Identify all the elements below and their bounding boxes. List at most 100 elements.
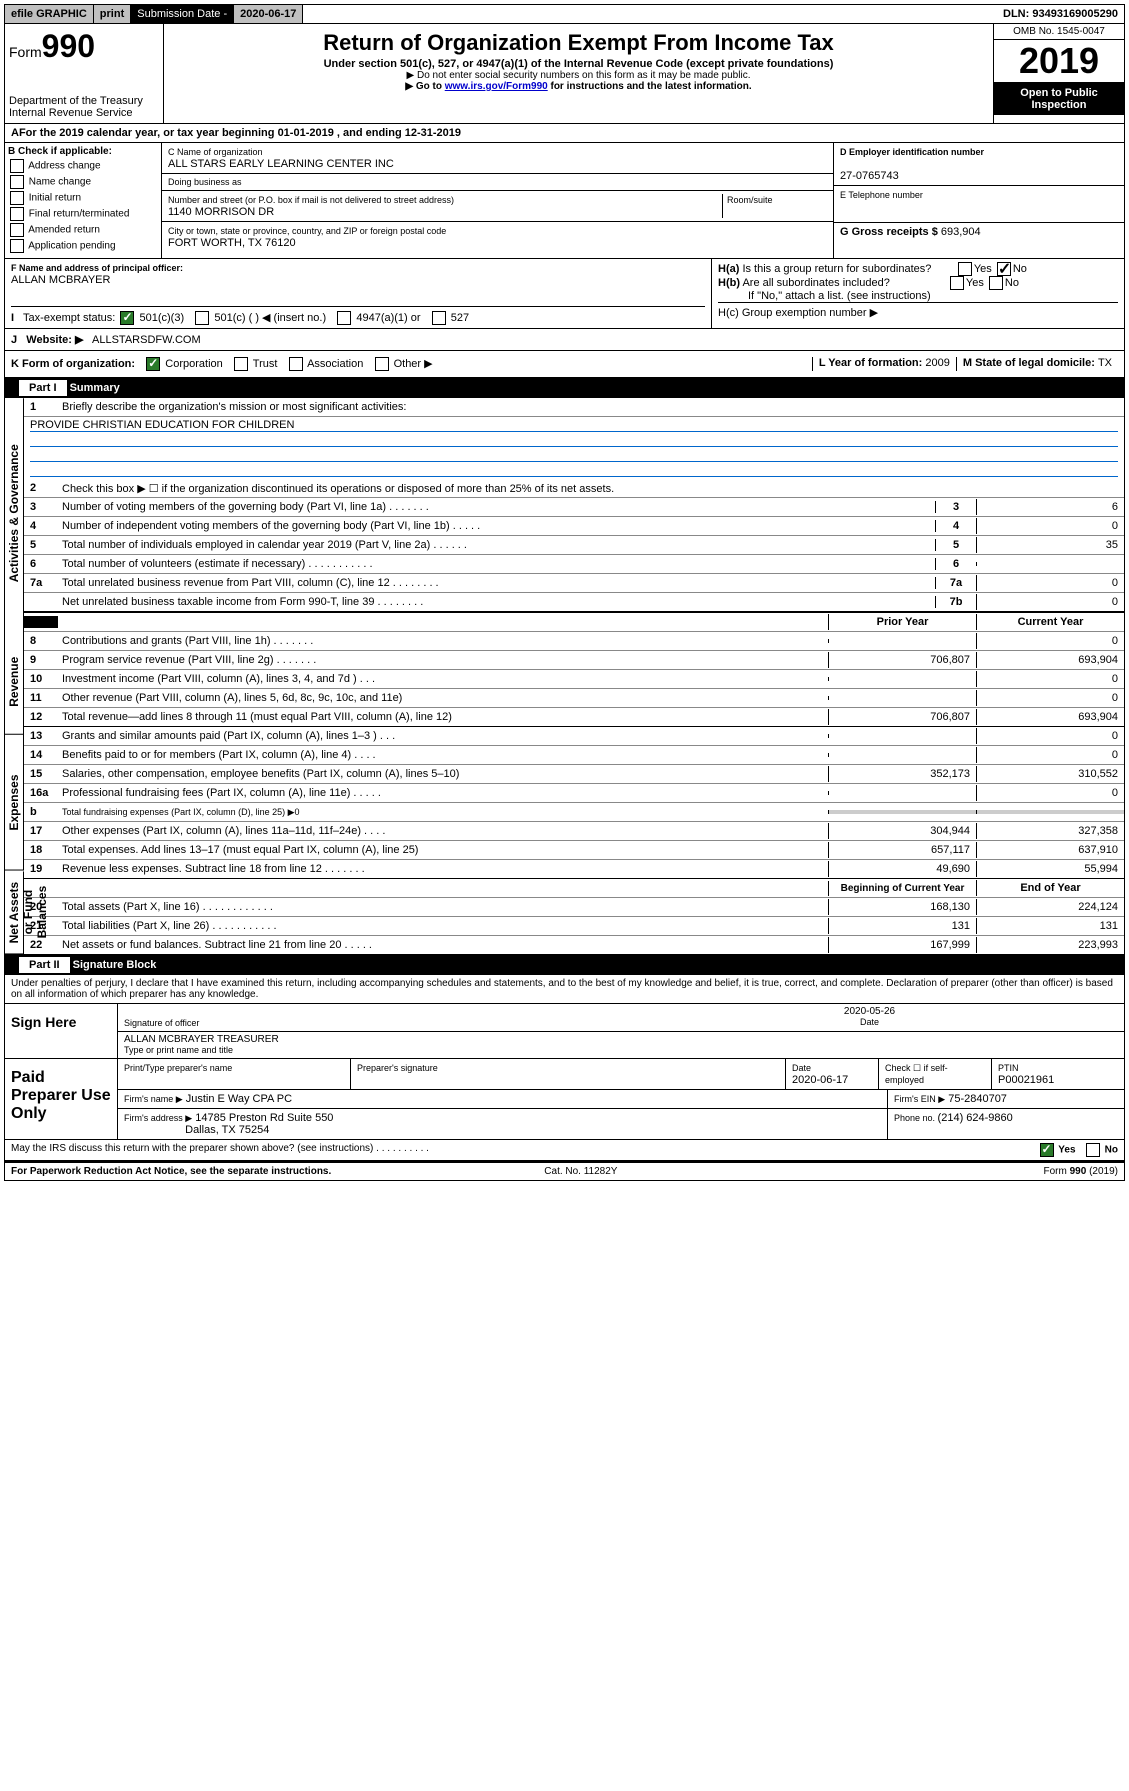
paid-preparer-block: Paid Preparer Use Only Print/Type prepar… xyxy=(4,1059,1125,1140)
check-4947[interactable] xyxy=(337,311,351,325)
firm-ein: 75-2840707 xyxy=(948,1093,1007,1105)
firm-addr2: Dallas, TX 75254 xyxy=(185,1124,269,1136)
address: 1140 MORRISON DR xyxy=(168,206,274,218)
state-domicile: TX xyxy=(1098,357,1112,369)
signature-block: Under penalties of perjury, I declare th… xyxy=(4,975,1125,1059)
check-527[interactable] xyxy=(432,311,446,325)
begin-year-header: Beginning of Current Year xyxy=(828,881,976,896)
form-number: Form990 xyxy=(9,28,159,65)
website-label: Website: ▶ xyxy=(26,334,83,346)
summary-row: 17 Other expenses (Part IX, column (A), … xyxy=(24,822,1124,841)
prep-date-label: Date xyxy=(792,1063,811,1073)
line1-label: Briefly describe the organization's miss… xyxy=(58,399,1124,415)
firm-name-label: Firm's name ▶ xyxy=(124,1094,183,1104)
prep-name-label: Print/Type preparer's name xyxy=(124,1063,232,1073)
firm-phone: (214) 624-9860 xyxy=(938,1112,1013,1124)
perjury-declaration: Under penalties of perjury, I declare th… xyxy=(5,975,1124,1003)
address-label: Number and street (or P.O. box if mail i… xyxy=(168,195,454,205)
discuss-yes[interactable] xyxy=(1040,1143,1054,1157)
summary-row: 3 Number of voting members of the govern… xyxy=(24,498,1124,517)
ptin-label: PTIN xyxy=(998,1063,1019,1073)
ein-label: D Employer identification number xyxy=(840,147,984,157)
summary-row: 11 Other revenue (Part VIII, column (A),… xyxy=(24,689,1124,708)
gross-receipts: 693,904 xyxy=(941,226,981,238)
part2-header: Part II Signature Block xyxy=(4,955,1125,975)
irs-label: Internal Revenue Service xyxy=(9,107,159,119)
check-corporation[interactable] xyxy=(146,357,160,371)
check-address-change[interactable]: Address change xyxy=(8,159,158,173)
discuss-row: May the IRS discuss this return with the… xyxy=(4,1140,1125,1161)
vert-expenses: Expenses xyxy=(5,735,24,871)
ssn-note: ▶ Do not enter social security numbers o… xyxy=(168,70,989,81)
sign-here-label: Sign Here xyxy=(5,1004,118,1058)
check-other[interactable] xyxy=(375,357,389,371)
firm-addr1: 14785 Preston Rd Suite 550 xyxy=(195,1112,333,1124)
summary-row: 16a Professional fundraising fees (Part … xyxy=(24,784,1124,803)
check-501c[interactable] xyxy=(195,311,209,325)
part1-header: Part I Summary xyxy=(4,378,1125,398)
ptin: P00021961 xyxy=(998,1074,1054,1086)
summary-row: 14 Benefits paid to or for members (Part… xyxy=(24,746,1124,765)
check-association[interactable] xyxy=(289,357,303,371)
end-year-header: End of Year xyxy=(976,880,1124,896)
summary-row: 7a Total unrelated business revenue from… xyxy=(24,574,1124,593)
check-501c3[interactable] xyxy=(120,311,134,325)
hb-label: H(b) Are all subordinates included? Yes … xyxy=(718,276,1118,290)
section-b: B Check if applicable: Address change Na… xyxy=(5,143,162,258)
current-year-header: Current Year xyxy=(976,614,1124,630)
officer-label: F Name and address of principal officer: xyxy=(11,263,183,273)
hc-label: H(c) Group exemption number ▶ xyxy=(718,302,1118,319)
discuss-label: May the IRS discuss this return with the… xyxy=(11,1143,429,1157)
row-k: K Form of organization: Corporation Trus… xyxy=(4,351,1125,378)
mission-text: PROVIDE CHRISTIAN EDUCATION FOR CHILDREN xyxy=(30,419,1118,432)
summary-row: 21 Total liabilities (Part X, line 26) .… xyxy=(24,917,1124,936)
summary-row: Net unrelated business taxable income fr… xyxy=(24,593,1124,611)
sig-officer-label: Signature of officer xyxy=(124,1018,199,1028)
tax-year: 2019 xyxy=(994,40,1124,83)
org-name-label: C Name of organization xyxy=(168,147,263,157)
prior-year-header: Prior Year xyxy=(828,614,976,630)
efile-button[interactable]: efile GRAPHIC xyxy=(5,5,94,23)
city-label: City or town, state or province, country… xyxy=(168,226,446,236)
row-j: J Website: ▶ ALLSTARSDFW.COM xyxy=(4,329,1125,351)
check-initial-return[interactable]: Initial return xyxy=(8,191,158,205)
summary-row: 9 Program service revenue (Part VIII, li… xyxy=(24,651,1124,670)
vert-netassets: Net Assets or Fund Balances xyxy=(5,871,24,954)
summary-row: 19 Revenue less expenses. Subtract line … xyxy=(24,860,1124,878)
check-trust[interactable] xyxy=(234,357,248,371)
check-final-return[interactable]: Final return/terminated xyxy=(8,207,158,221)
omb-number: OMB No. 1545-0047 xyxy=(994,24,1124,40)
row-fgh: F Name and address of principal officer:… xyxy=(4,259,1125,329)
firm-phone-label: Phone no. xyxy=(894,1113,938,1123)
discuss-no[interactable] xyxy=(1086,1143,1100,1157)
submission-date-label: Submission Date - xyxy=(131,5,234,23)
ha-label: H(a) Is this a group return for subordin… xyxy=(718,262,1118,276)
form-title: Return of Organization Exempt From Incom… xyxy=(168,30,989,56)
check-name-change[interactable]: Name change xyxy=(8,175,158,189)
instructions-note: ▶ Go to www.irs.gov/Form990 for instruct… xyxy=(168,81,989,92)
summary-row: 15 Salaries, other compensation, employe… xyxy=(24,765,1124,784)
summary-row: 5 Total number of individuals employed i… xyxy=(24,536,1124,555)
period-row: AFor the 2019 calendar year, or tax year… xyxy=(4,124,1125,143)
form990-link[interactable]: www.irs.gov/Form990 xyxy=(445,81,548,92)
summary-table: Activities & Governance Revenue Expenses… xyxy=(4,398,1125,955)
vert-activities: Activities & Governance xyxy=(5,398,24,629)
phone-label: E Telephone number xyxy=(840,190,923,200)
print-button[interactable]: print xyxy=(94,5,131,23)
inspection-label: Open to Public Inspection xyxy=(994,83,1124,115)
check-application-pending[interactable]: Application pending xyxy=(8,239,158,253)
pra-notice: For Paperwork Reduction Act Notice, see … xyxy=(11,1166,331,1177)
check-amended-return[interactable]: Amended return xyxy=(8,223,158,237)
date-label: Date xyxy=(860,1017,879,1027)
firm-ein-label: Firm's EIN ▶ xyxy=(894,1094,945,1104)
line2-label: Check this box ▶ ☐ if the organization d… xyxy=(58,480,1124,497)
hb-note: If "No," attach a list. (see instruction… xyxy=(718,290,1118,302)
org-name: ALL STARS EARLY LEARNING CENTER INC xyxy=(168,158,394,170)
footer: For Paperwork Reduction Act Notice, see … xyxy=(4,1161,1125,1181)
year-formation: 2009 xyxy=(925,357,949,369)
type-name-label: Type or print name and title xyxy=(124,1045,233,1055)
summary-row: b Total fundraising expenses (Part IX, c… xyxy=(24,803,1124,822)
year-formation-label: L Year of formation: xyxy=(819,357,926,369)
tax-exempt-label: Tax-exempt status: xyxy=(23,312,115,324)
form-footer: Form 990 (2019) xyxy=(1044,1166,1118,1177)
